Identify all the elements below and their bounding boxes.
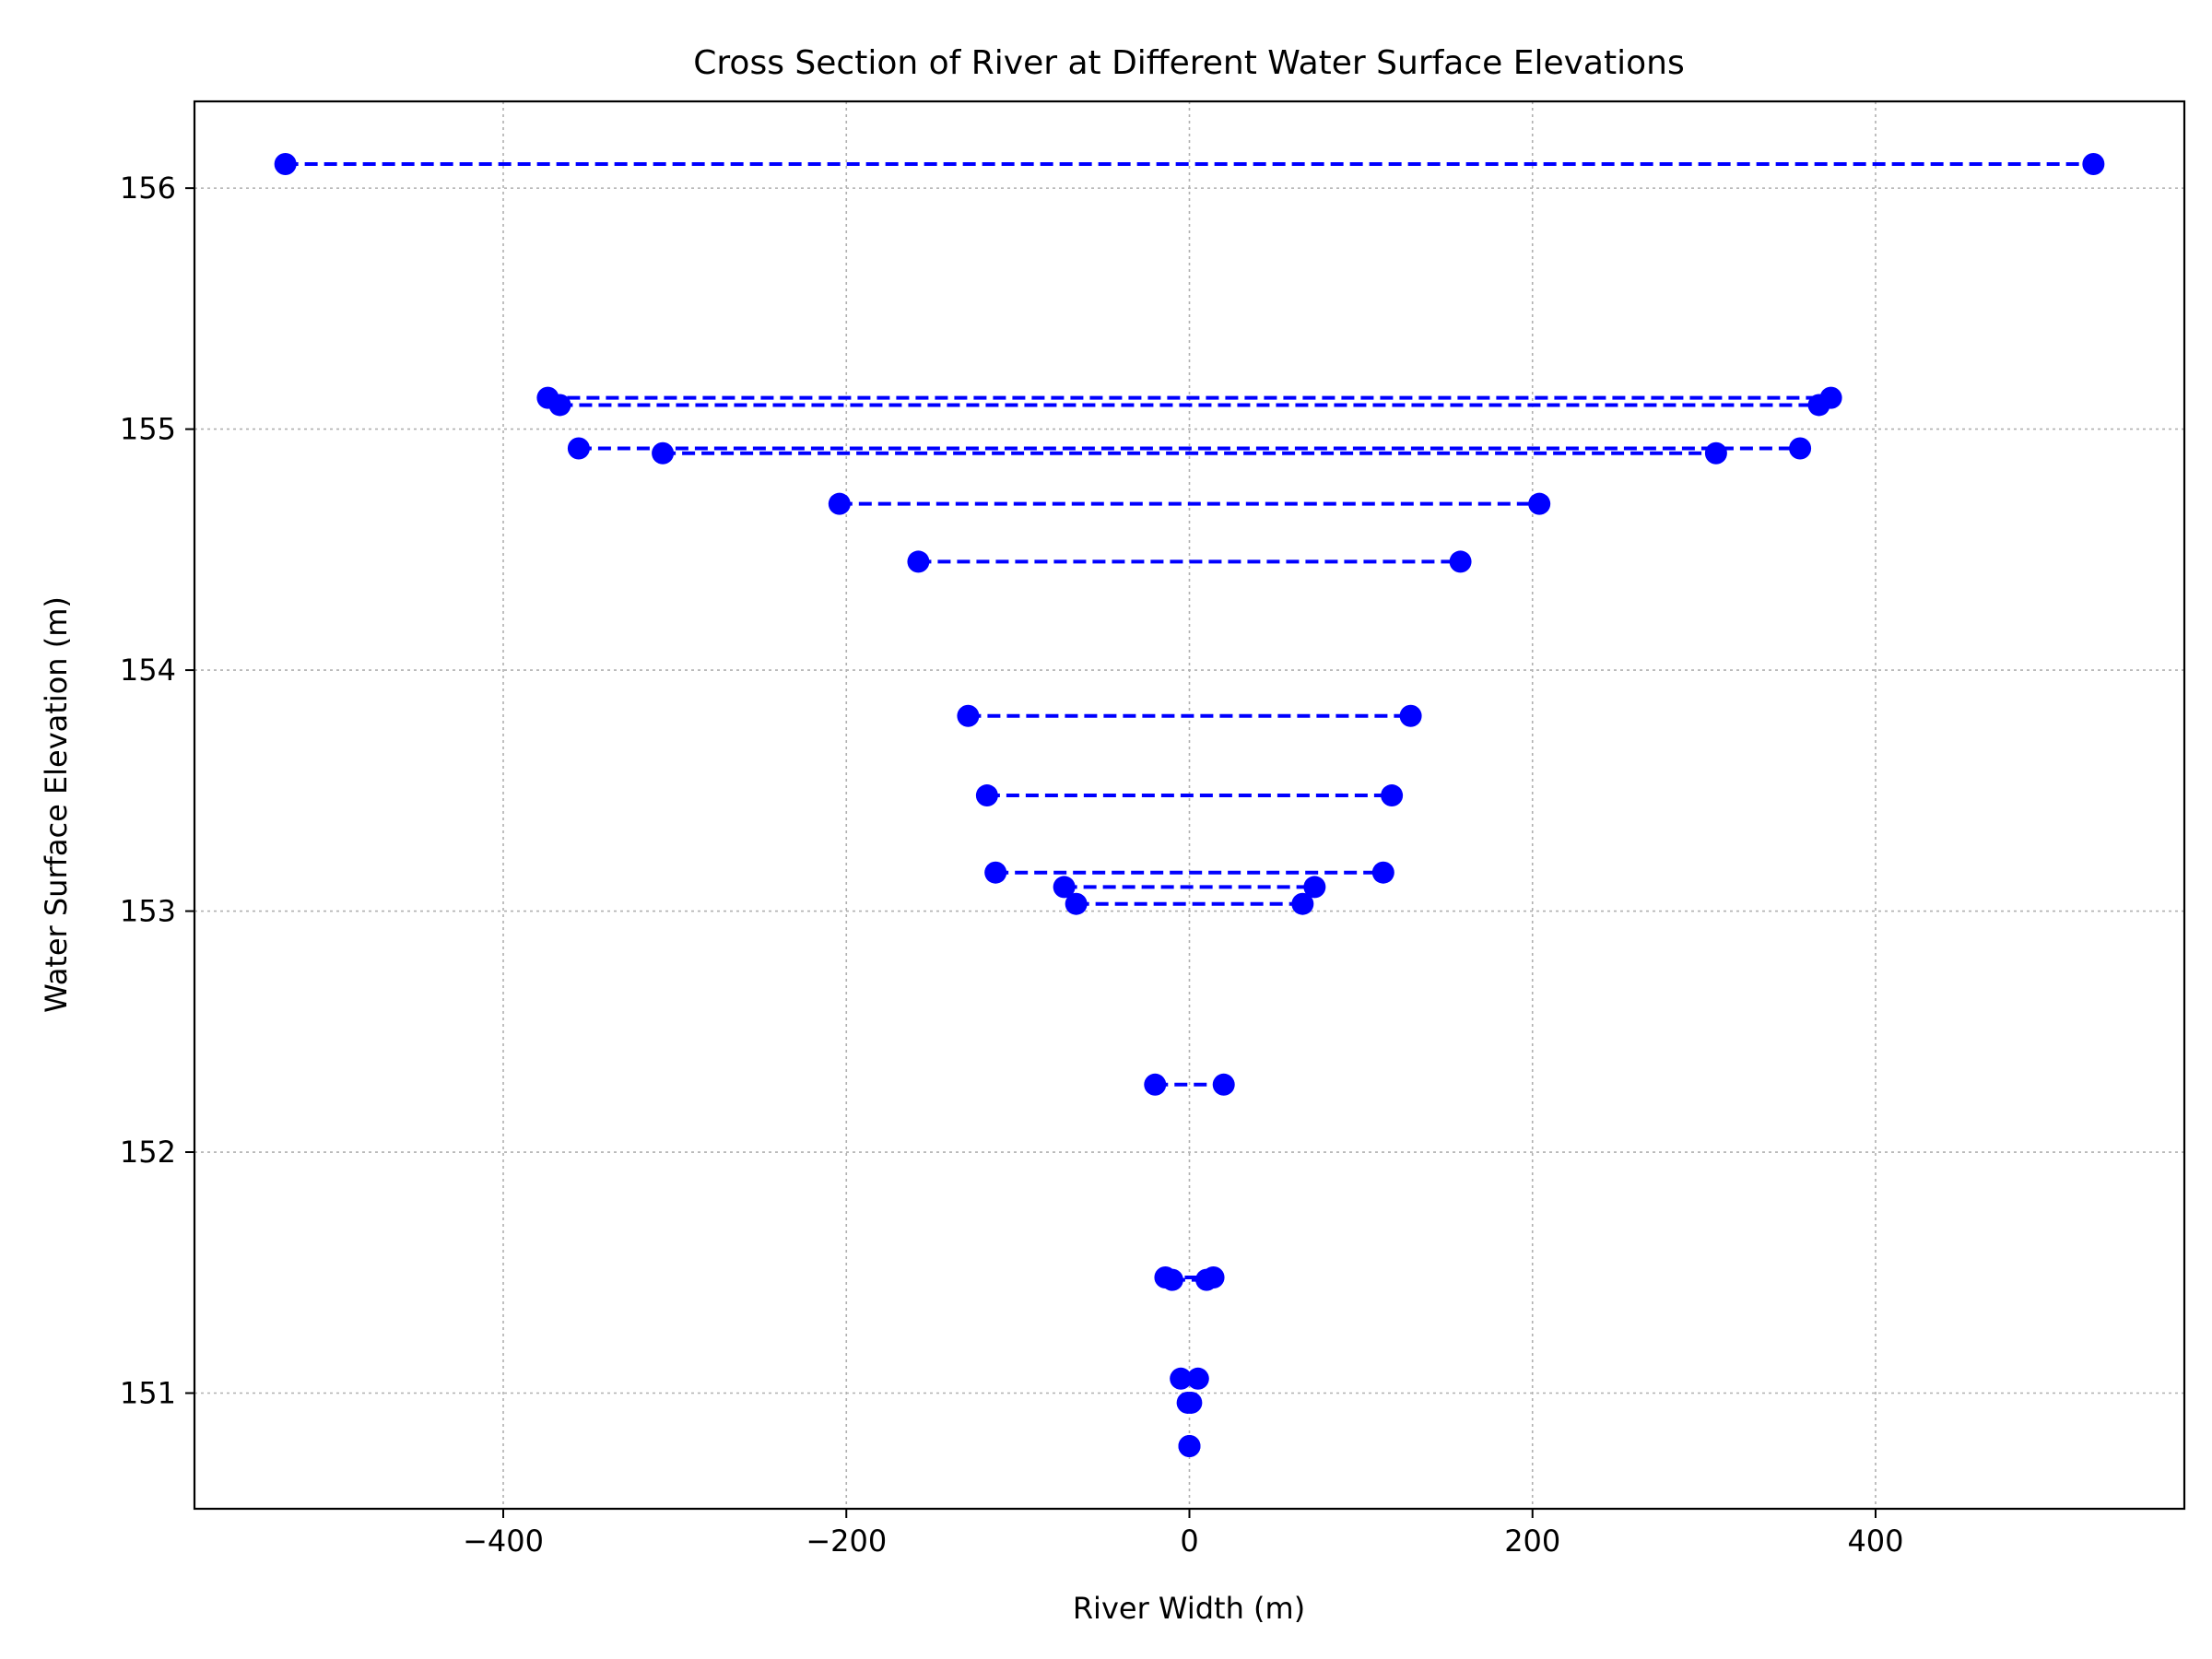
data-point [652, 441, 675, 465]
y-tick-label: 153 [120, 894, 176, 929]
data-point [1528, 492, 1551, 515]
data-point [975, 784, 998, 807]
data-point [1399, 704, 1422, 727]
data-point [1212, 1073, 1235, 1096]
x-tick-label: 400 [1847, 1524, 1903, 1559]
data-point [1180, 1391, 1203, 1414]
data-point [2082, 152, 2105, 175]
data-point [1178, 1435, 1201, 1458]
x-tick-label: −200 [806, 1524, 887, 1559]
data-point [1065, 892, 1088, 915]
data-point [1371, 861, 1394, 884]
data-point [1160, 1268, 1183, 1291]
y-axis: 151 152 153 154 155 156 [120, 171, 194, 1410]
data-point [1449, 550, 1472, 573]
data-point [984, 861, 1007, 884]
data-point [1291, 892, 1314, 915]
data-point [1381, 784, 1404, 807]
data-point [957, 704, 980, 727]
grid-lines [194, 101, 2184, 1509]
x-tick-label: 0 [1180, 1524, 1198, 1559]
x-axis: −400 −200 0 200 400 [463, 1509, 1904, 1559]
data-point [1704, 441, 1727, 465]
data-point [907, 550, 930, 573]
x-axis-label: River Width (m) [1073, 1591, 1305, 1626]
data-point [1170, 1367, 1193, 1390]
y-tick-label: 152 [120, 1135, 176, 1170]
y-tick-label: 156 [120, 171, 176, 206]
data-point [548, 394, 571, 417]
x-tick-label: 200 [1504, 1524, 1560, 1559]
data-point [828, 492, 851, 515]
x-tick-label: −400 [463, 1524, 544, 1559]
data-point [1789, 437, 1812, 460]
data-series [274, 152, 2105, 1458]
data-point [1303, 876, 1326, 899]
y-axis-label: Water Surface Elevation (m) [39, 596, 74, 1013]
y-tick-label: 151 [120, 1375, 176, 1410]
y-tick-label: 154 [120, 653, 176, 688]
data-point [1144, 1073, 1167, 1096]
chart-title: Cross Section of River at Different Wate… [693, 44, 1684, 82]
data-point [274, 152, 297, 175]
data-point [1053, 876, 1076, 899]
data-point [1807, 394, 1830, 417]
y-tick-label: 155 [120, 412, 176, 447]
data-point [567, 437, 590, 460]
data-point [1195, 1268, 1218, 1291]
data-point [1186, 1367, 1209, 1390]
